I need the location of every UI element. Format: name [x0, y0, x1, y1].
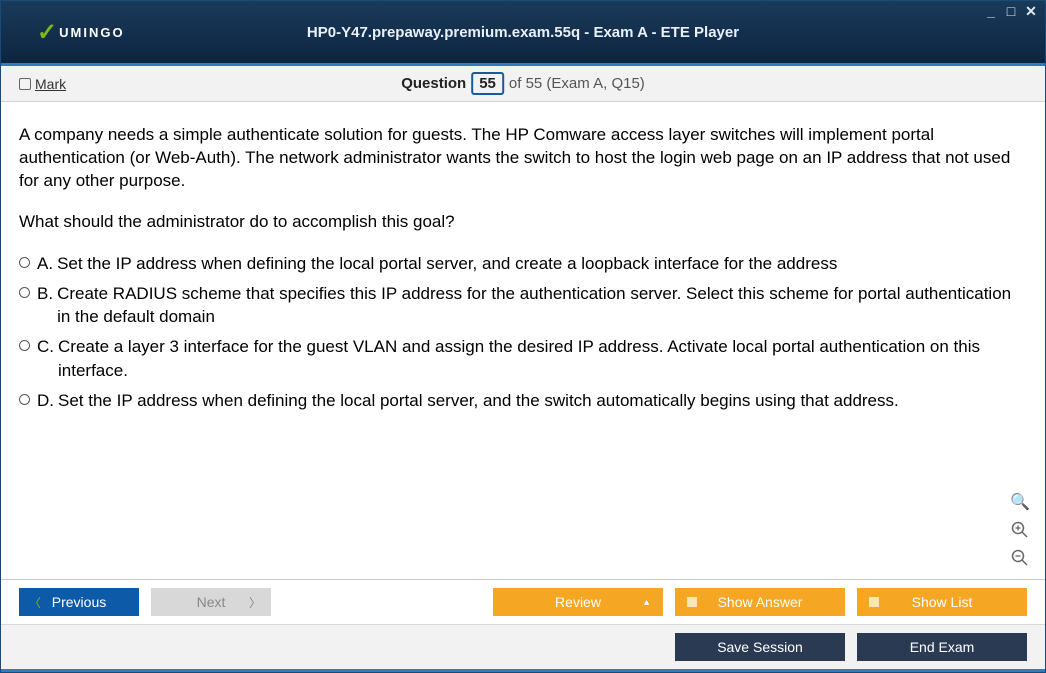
option-letter: D.	[37, 389, 54, 413]
bottom-accent-bar	[1, 669, 1045, 672]
window-title: HP0-Y47.prepaway.premium.exam.55q - Exam…	[307, 24, 739, 41]
square-icon	[687, 597, 697, 607]
zoom-tools: 🔍	[1009, 491, 1031, 569]
logo-check-icon: ✓	[37, 18, 57, 47]
previous-button[interactable]: 〈 Previous	[19, 588, 139, 616]
title-bar: ✓ UMINGO HP0-Y47.prepaway.premium.exam.5…	[1, 1, 1045, 63]
question-counter: Question 55 of 55 (Exam A, Q15)	[401, 72, 645, 95]
show-list-label: Show List	[912, 594, 973, 610]
save-session-label: Save Session	[717, 639, 803, 655]
option-a[interactable]: A. Set the IP address when defining the …	[19, 252, 1027, 276]
search-icon[interactable]: 🔍	[1009, 491, 1031, 513]
radio-icon[interactable]	[19, 287, 30, 298]
subheader: Mark Question 55 of 55 (Exam A, Q15)	[1, 66, 1045, 102]
end-exam-button[interactable]: End Exam	[857, 633, 1027, 661]
option-letter: B.	[37, 282, 53, 306]
previous-label: Previous	[52, 594, 106, 610]
footer-row-2: Save Session End Exam	[1, 624, 1045, 669]
chevron-right-icon: 〉	[249, 594, 261, 611]
question-para-1: A company needs a simple authenticate so…	[19, 124, 1027, 193]
answer-options: A. Set the IP address when defining the …	[19, 252, 1027, 413]
option-text: Set the IP address when defining the loc…	[57, 252, 837, 276]
next-button[interactable]: Next 〉	[151, 588, 271, 616]
question-word: Question	[401, 75, 466, 92]
chevron-left-icon: 〈	[29, 594, 41, 611]
save-session-button[interactable]: Save Session	[675, 633, 845, 661]
logo-text: UMINGO	[59, 25, 124, 40]
radio-icon[interactable]	[19, 257, 30, 268]
square-icon	[869, 597, 879, 607]
footer: 〈 Previous Next 〉 Review ▲ Show Answer S…	[1, 579, 1045, 672]
question-number-box[interactable]: 55	[471, 72, 504, 95]
show-answer-button[interactable]: Show Answer	[675, 588, 845, 616]
option-c[interactable]: C. Create a layer 3 interface for the gu…	[19, 335, 1027, 383]
review-button[interactable]: Review ▲	[493, 588, 663, 616]
mark-checkbox-icon[interactable]	[19, 78, 31, 90]
show-answer-label: Show Answer	[718, 594, 803, 610]
end-exam-label: End Exam	[910, 639, 975, 655]
review-label: Review	[555, 594, 601, 610]
option-b[interactable]: B. Create RADIUS scheme that specifies t…	[19, 282, 1027, 330]
option-text: Create RADIUS scheme that specifies this…	[57, 282, 1027, 330]
footer-row-1: 〈 Previous Next 〉 Review ▲ Show Answer S…	[1, 580, 1045, 624]
zoom-in-icon[interactable]	[1009, 519, 1031, 541]
show-list-button[interactable]: Show List	[857, 588, 1027, 616]
minimize-icon[interactable]: _	[983, 3, 999, 20]
option-letter: C.	[37, 335, 54, 359]
mark-label: Mark	[35, 76, 66, 92]
question-text: A company needs a simple authenticate so…	[19, 124, 1027, 234]
option-text: Create a layer 3 interface for the guest…	[58, 335, 1027, 383]
next-label: Next	[197, 594, 226, 610]
zoom-out-icon[interactable]	[1009, 547, 1031, 569]
option-d[interactable]: D. Set the IP address when defining the …	[19, 389, 1027, 413]
radio-icon[interactable]	[19, 340, 30, 351]
content-area: A company needs a simple authenticate so…	[1, 102, 1045, 579]
window-controls: _ □ ✕	[983, 3, 1039, 20]
question-of-text: of 55 (Exam A, Q15)	[509, 75, 645, 92]
close-icon[interactable]: ✕	[1023, 3, 1039, 20]
option-text: Set the IP address when defining the loc…	[58, 389, 899, 413]
mark-toggle[interactable]: Mark	[19, 76, 66, 92]
question-para-2: What should the administrator do to acco…	[19, 211, 1027, 234]
maximize-icon[interactable]: □	[1003, 3, 1019, 20]
option-letter: A.	[37, 252, 53, 276]
radio-icon[interactable]	[19, 394, 30, 405]
triangle-up-icon: ▲	[642, 597, 651, 607]
logo: ✓ UMINGO	[37, 18, 125, 47]
